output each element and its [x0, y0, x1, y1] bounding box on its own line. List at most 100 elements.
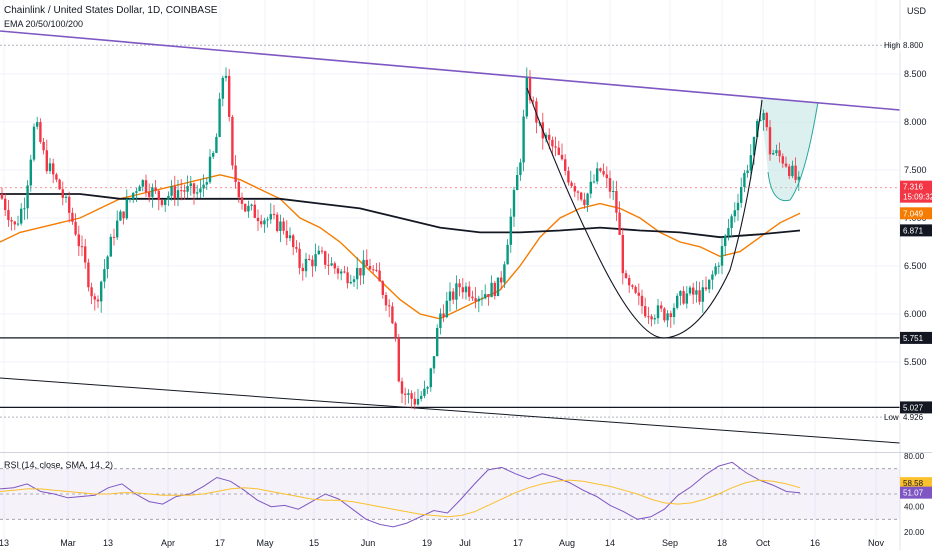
rsi-indicator-label: RSI (14, close, SMA, 14, 2)	[4, 460, 114, 470]
candle-body	[474, 298, 477, 302]
high-price-label: 8.800	[903, 41, 924, 50]
time-tick-label: 15	[309, 538, 319, 548]
candle-body	[224, 75, 228, 78]
time-tick-label: Oct	[756, 538, 771, 548]
ema20-value-label-bg	[900, 207, 932, 220]
candle-body	[740, 187, 743, 203]
candle-body	[672, 307, 676, 318]
candle-body	[570, 182, 573, 187]
candle-body	[74, 221, 77, 235]
candle-body	[317, 250, 320, 255]
candle-body	[61, 189, 64, 198]
candle-body	[125, 199, 128, 219]
trendlines	[0, 30, 901, 444]
time-tick-label: 13	[103, 538, 113, 548]
candle-body	[26, 185, 29, 209]
candle-body	[32, 126, 36, 160]
candle-body	[71, 212, 74, 222]
candle-body	[797, 176, 800, 180]
candle-body	[679, 291, 682, 296]
candle-body	[656, 305, 660, 319]
candle-body	[688, 287, 692, 294]
current-price-bg	[900, 180, 932, 203]
candle-body	[189, 183, 192, 187]
candle-body	[695, 290, 698, 295]
candle-body	[132, 192, 135, 199]
candle-body	[432, 356, 436, 369]
price-tick-label: 6.500	[904, 261, 927, 271]
candle-body	[0, 194, 4, 199]
candle-body	[375, 269, 378, 271]
candle-body	[420, 395, 423, 399]
price-tick-label: 8.000	[904, 117, 927, 127]
candle-body	[52, 163, 55, 175]
candle-body	[336, 268, 340, 274]
candle-body	[548, 134, 551, 140]
candle-body	[500, 277, 503, 283]
candle-body	[282, 221, 285, 231]
grid-lines	[0, 0, 900, 540]
candle-body	[100, 281, 103, 302]
low-price-label: 4.926	[903, 413, 924, 422]
candle-body	[506, 244, 509, 265]
candle-body	[580, 192, 583, 200]
candle-body	[532, 100, 535, 102]
rsi-sma-value-label-bg	[900, 477, 932, 490]
candle-body	[372, 269, 375, 271]
candle-body	[304, 258, 308, 272]
candle-body	[743, 173, 746, 188]
candle-body	[791, 165, 794, 177]
candle-body	[512, 190, 516, 217]
candle-body	[16, 223, 20, 225]
candle-body	[218, 98, 221, 137]
candle-body	[624, 273, 628, 279]
candle-body	[557, 147, 560, 155]
candle-body	[749, 155, 752, 171]
candle-body	[426, 387, 429, 389]
candle-body	[87, 262, 90, 288]
candle-body	[544, 134, 548, 139]
candle-body	[605, 174, 608, 179]
candle-body	[48, 163, 52, 172]
time-tick-label: 17	[513, 538, 523, 548]
candle-body	[256, 217, 260, 222]
rsi-sma-line	[0, 479, 801, 518]
candle-body	[260, 221, 263, 225]
candle-body	[388, 305, 391, 307]
candle-body	[333, 263, 336, 269]
candle-body	[298, 248, 301, 268]
candle-body	[135, 191, 138, 193]
candle-body	[311, 259, 314, 267]
candle-body	[455, 283, 458, 300]
pane-separator	[0, 452, 932, 453]
candle-body	[589, 181, 592, 194]
price-axis: 8.5008.0007.5007.0006.5006.0005.50080.00…	[884, 0, 932, 550]
ema-20-line	[0, 174, 801, 320]
candle-body	[692, 287, 695, 295]
candle-body	[346, 272, 349, 284]
candle-body	[199, 188, 202, 193]
candle-body	[365, 259, 368, 267]
candle-body	[228, 75, 231, 117]
candle-body	[599, 168, 602, 172]
candle-body	[112, 236, 116, 238]
time-tick-label: Jun	[361, 538, 376, 548]
price-tick-label: 8.500	[904, 69, 927, 79]
candle-body	[736, 202, 740, 211]
candle-body	[637, 292, 640, 296]
candle-body	[397, 337, 400, 382]
rsi-value-label: 51.07	[903, 489, 924, 498]
candle-body	[669, 313, 672, 318]
candle-body	[452, 291, 455, 300]
candle-body	[464, 286, 468, 293]
candle-body	[519, 162, 522, 176]
candle-body	[183, 190, 186, 192]
time-tick-label: Aug	[559, 538, 575, 548]
candle-body	[394, 323, 397, 338]
ema200-value-label: 6.871	[903, 226, 924, 235]
candle-body	[39, 122, 42, 142]
candle-body	[288, 235, 292, 239]
candle-body	[64, 196, 68, 198]
candle-body	[596, 168, 599, 182]
